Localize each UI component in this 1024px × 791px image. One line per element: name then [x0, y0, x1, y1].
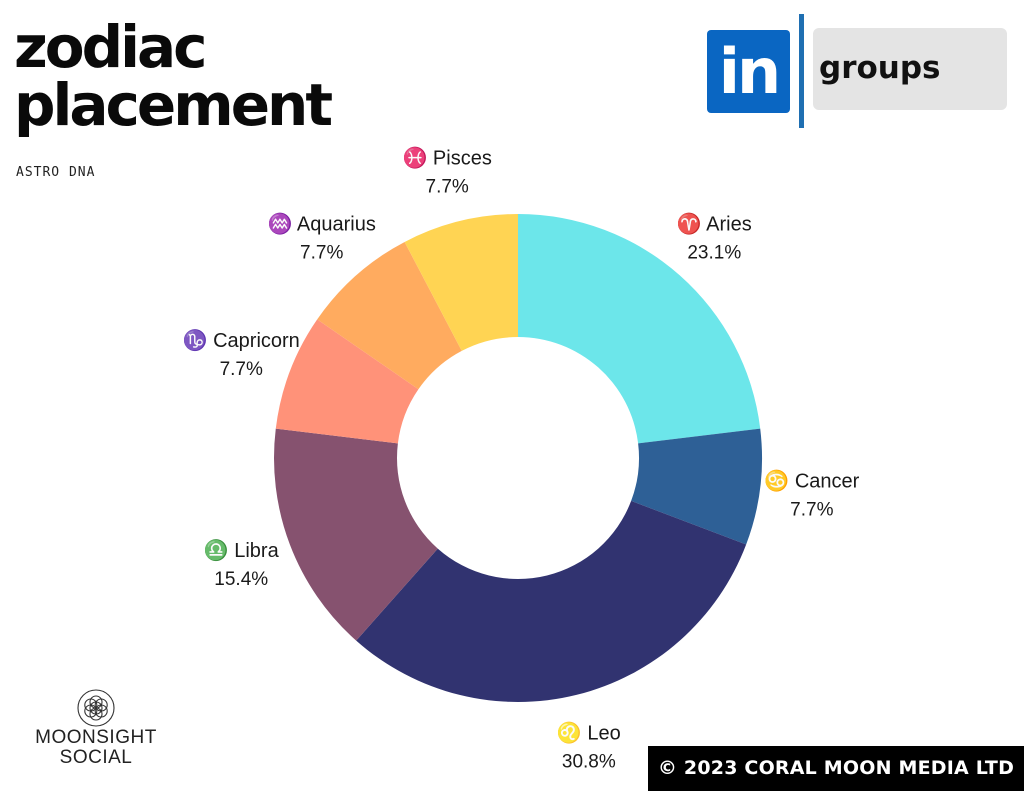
slice-label-aries: ♈ Aries [677, 211, 752, 235]
title-line-2: placement [14, 71, 333, 139]
brand-line-2: SOCIAL [59, 747, 133, 768]
chart-title: zodiac placement [14, 13, 333, 139]
copyright-banner: © 2023 CORAL MOON MEDIA LTD [648, 746, 1024, 791]
slice-label-aquarius: ♒ Aquarius [268, 211, 376, 235]
slice-cancer [631, 428, 762, 545]
slice-label-leo: ♌ Leo [557, 720, 621, 744]
slice-leo [356, 500, 747, 702]
slice-capricorn [275, 319, 419, 444]
groups-label: groups [819, 50, 941, 86]
slice-value-cancer: 7.7% [790, 500, 833, 521]
groups-badge: groups [813, 28, 1007, 110]
slice-value-pisces: 7.7% [426, 177, 469, 198]
slice-label-capricorn: ♑ Capricorn [183, 328, 300, 352]
slice-label-pisces: ♓ Pisces [402, 146, 491, 170]
slice-value-capricorn: 7.7% [220, 359, 263, 380]
brand-line-1: MOONSIGHT [35, 727, 157, 748]
slice-labels: ♈ Aries 23.1% ♋ Cancer 7.7% ♌ Leo 30.8% ♎ Libr… [183, 146, 860, 773]
donut-slices [274, 214, 762, 702]
slice-libra [274, 428, 438, 641]
slice-aquarius [317, 241, 462, 390]
slice-label-cancer: ♋ Cancer [764, 469, 859, 493]
slice-value-libra: 15.4% [214, 569, 268, 590]
slice-aries [518, 214, 761, 444]
slice-value-aries: 23.1% [687, 242, 741, 263]
slice-value-leo: 30.8% [562, 751, 616, 772]
slice-value-aquarius: 7.7% [300, 242, 343, 263]
title-line-1: zodiac [14, 13, 208, 81]
badge-divider [799, 14, 804, 128]
moonsight-logo: MOONSIGHT SOCIAL [26, 688, 166, 768]
slice-pisces [404, 214, 518, 351]
subtitle: ASTRO DNA [16, 165, 96, 180]
linkedin-logo-icon: in [707, 30, 790, 113]
flower-of-life-icon [77, 689, 115, 727]
slice-label-libra: ♎ Libra [204, 538, 280, 562]
